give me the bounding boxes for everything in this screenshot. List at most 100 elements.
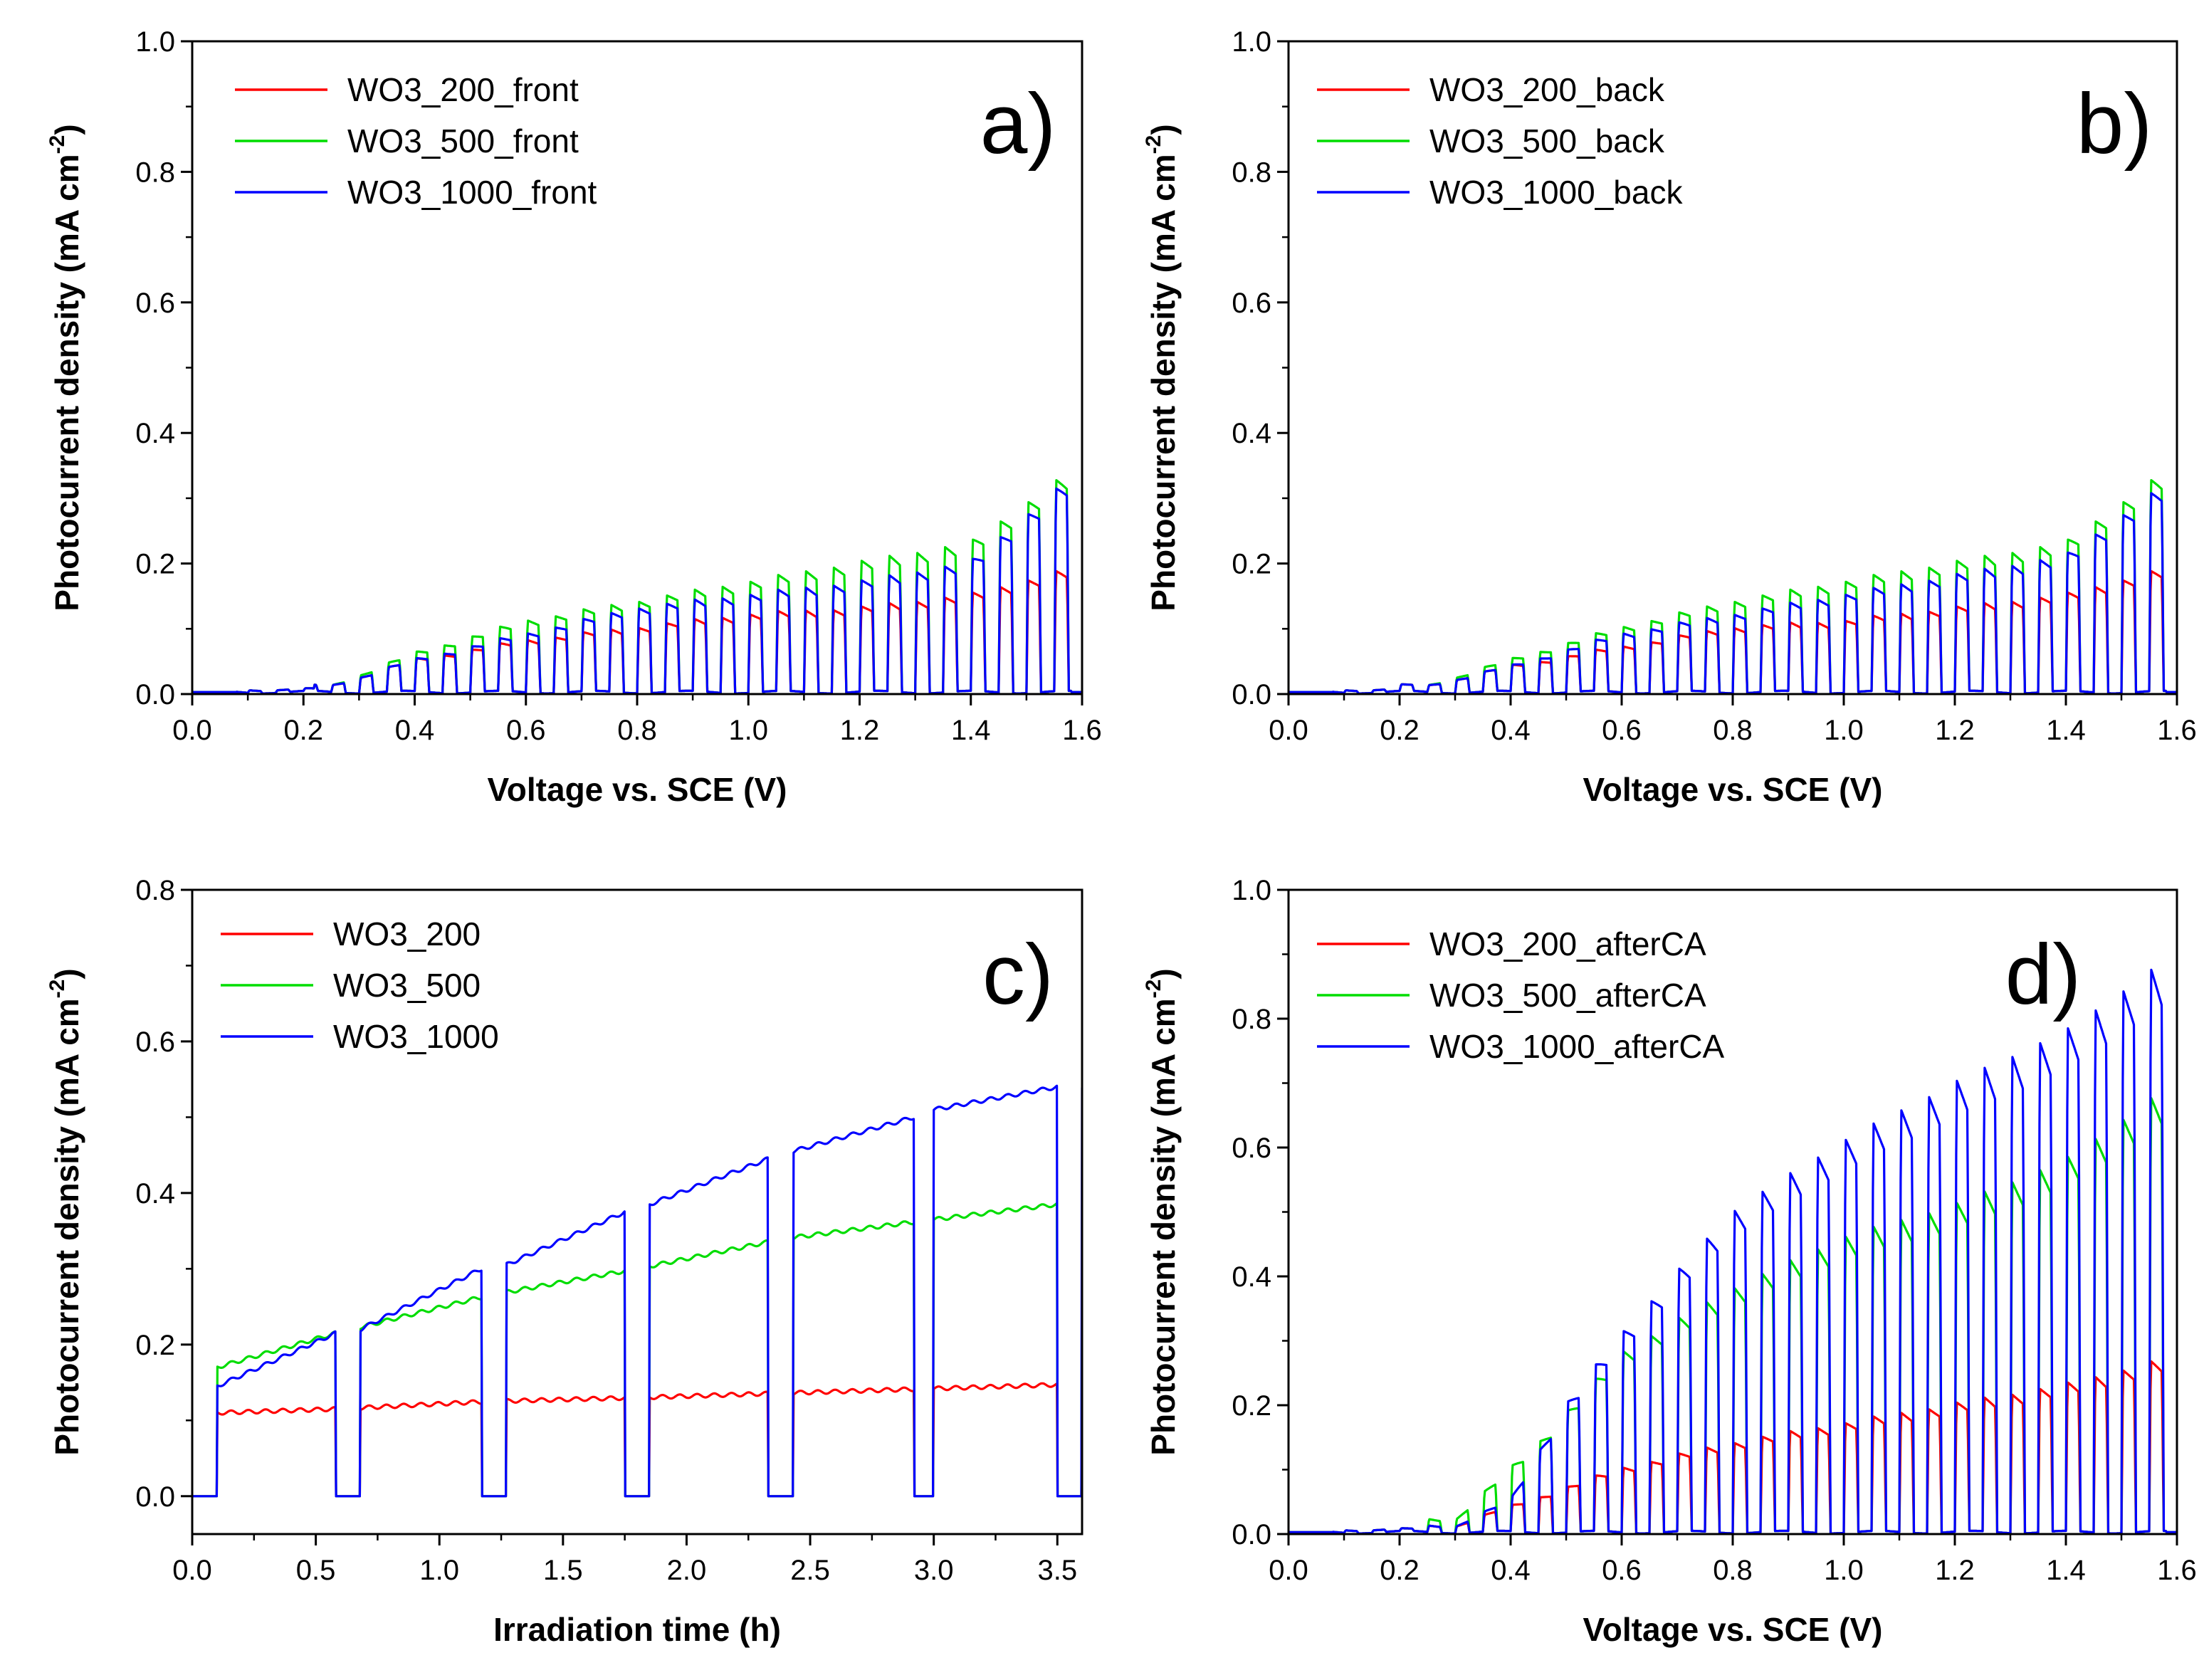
x-tick-label: 0.6 [1602, 1555, 1642, 1586]
x-tick-label: 1.0 [728, 715, 768, 746]
x-axis-label: Irradiation time (h) [493, 1611, 781, 1648]
legend: WO3_200_front WO3_500_front WO3_1000_front [235, 71, 597, 211]
legend-entry: WO3_1000_front [347, 174, 597, 211]
x-tick-label: 1.6 [2157, 715, 2197, 746]
legend-entry: WO3_200_afterCA [1429, 925, 1706, 962]
series-group [192, 1084, 1082, 1498]
x-tick-label: 2.0 [667, 1555, 707, 1586]
x-axis-label: Voltage vs. SCE (V) [488, 771, 787, 808]
x-tick-label: 1.4 [2046, 1555, 2086, 1586]
y-tick-label: 0.0 [1232, 1519, 1271, 1550]
legend-entry: WO3_1000 [333, 1018, 499, 1055]
y-tick-label: 0.0 [135, 1481, 175, 1513]
x-tick-label: 1.6 [2157, 1555, 2197, 1586]
x-tick-label: 0.4 [1491, 715, 1531, 746]
x-tick-label: 1.2 [1935, 715, 1975, 746]
x-tick-label: 1.2 [1935, 1555, 1975, 1586]
legend-entry: WO3_1000_back [1429, 174, 1683, 211]
panel-c: 0.0 0.5 1.0 1.5 2.0 2.5 3.0 3.5 0.0 0.2 0.4 0.6 0.8 I… [46, 875, 1083, 1648]
x-tick-label: 1.0 [1824, 715, 1864, 746]
x-tick-label: 0.2 [1380, 715, 1420, 746]
x-tick-label: 0.0 [172, 715, 212, 746]
panel-label: d) [2005, 927, 2082, 1022]
x-tick-label: 0.2 [283, 715, 323, 746]
legend-entry: WO3_200_front [347, 71, 579, 108]
y-tick-label: 0.6 [1232, 1133, 1271, 1164]
series-group [1289, 479, 2177, 694]
x-tick-label: 0.4 [1491, 1555, 1531, 1586]
panel-a: 0.0 0.2 0.4 0.6 0.8 1.0 1.2 1.4 1.6 0.0 0.2 0.4 0.6 0… [46, 26, 1102, 808]
series-line-WO3_1000_afterCA [1289, 968, 2177, 1534]
x-tick-label: 0.0 [172, 1555, 212, 1586]
x-tick-label: 0.6 [1602, 715, 1642, 746]
x-tick-label: 1.0 [419, 1555, 459, 1586]
x-tick-label: 2.5 [790, 1555, 830, 1586]
x-tick-label: 1.2 [840, 715, 880, 746]
legend-entry: WO3_500 [333, 967, 481, 1004]
x-tick-label: 0.8 [1713, 715, 1753, 746]
y-tick-label: 1.0 [135, 26, 175, 58]
panel-label: b) [2077, 76, 2153, 172]
legend-entry: WO3_200_back [1429, 71, 1665, 108]
x-tick-label: 1.4 [2046, 715, 2086, 746]
legend-entry: WO3_1000_afterCA [1429, 1028, 1725, 1065]
y-tick-label: 1.0 [1232, 875, 1271, 906]
x-tick-label: 0.8 [617, 715, 657, 746]
x-tick-label: 0.0 [1269, 1555, 1308, 1586]
y-tick-label: 0.6 [135, 288, 175, 319]
axes-frame [1287, 40, 2178, 695]
x-tick-label: 0.5 [296, 1555, 336, 1586]
y-tick-label: 0.8 [1232, 1004, 1271, 1035]
series-line-WO3_1000_back [1289, 492, 2177, 694]
axes-frame [191, 888, 1083, 1535]
x-axis-label: Voltage vs. SCE (V) [1583, 1611, 1883, 1648]
x-tick-label: 3.5 [1037, 1555, 1077, 1586]
legend-entry: WO3_500_front [347, 122, 579, 159]
legend: WO3_200_afterCA WO3_500_afterCA WO3_1000_a… [1317, 925, 1725, 1065]
y-tick-label: 0.6 [135, 1027, 175, 1058]
panel-b: 0.0 0.2 0.4 0.6 0.8 1.0 1.2 1.4 1.6 0.0 0.2 0.4 0.6 0… [1142, 26, 2197, 808]
legend-entry: WO3_500_afterCA [1429, 977, 1706, 1014]
y-tick-label: 0.6 [1232, 288, 1271, 319]
x-tick-label: 1.6 [1062, 715, 1102, 746]
legend: WO3_200 WO3_500 WO3_1000 [221, 915, 499, 1055]
x-tick-label: 0.4 [395, 715, 435, 746]
panel-label: c) [982, 927, 1054, 1022]
y-axis-label: Photocurrent density (mA cm-2) [46, 968, 85, 1455]
series-group [1289, 968, 2177, 1534]
y-tick-label: 0.8 [1232, 157, 1271, 188]
y-tick-label: 0.2 [135, 1330, 175, 1361]
y-tick-label: 0.4 [135, 418, 175, 449]
x-tick-label: 0.8 [1713, 1555, 1753, 1586]
panel-label: a) [980, 76, 1056, 172]
x-tick-label: 3.0 [914, 1555, 954, 1586]
y-tick-label: 0.4 [1232, 418, 1271, 449]
y-tick-label: 1.0 [1232, 26, 1271, 58]
y-tick-label: 0.4 [135, 1178, 175, 1209]
y-tick-label: 0.0 [135, 679, 175, 710]
series-group [192, 479, 1082, 694]
x-tick-label: 1.0 [1824, 1555, 1864, 1586]
legend-entry: WO3_500_back [1429, 122, 1665, 159]
x-tick-label: 0.2 [1380, 1555, 1420, 1586]
series-line-WO3_200 [192, 1382, 1082, 1498]
series-line-WO3_500 [192, 1202, 1082, 1498]
x-tick-label: 1.4 [951, 715, 991, 746]
y-axis-label: Photocurrent density (mA cm-2) [1142, 968, 1182, 1455]
x-tick-label: 0.6 [506, 715, 546, 746]
y-axis-label: Photocurrent density (mA cm-2) [46, 124, 85, 611]
axes-frame [191, 40, 1083, 695]
series-line-WO3_1000_front [192, 487, 1082, 694]
x-tick-label: 1.5 [543, 1555, 583, 1586]
y-tick-label: 0.2 [1232, 549, 1271, 580]
y-tick-label: 0.8 [135, 875, 175, 906]
y-tick-label: 0.4 [1232, 1261, 1271, 1293]
x-tick-label: 0.0 [1269, 715, 1308, 746]
y-tick-label: 0.8 [135, 157, 175, 188]
x-axis-label: Voltage vs. SCE (V) [1583, 771, 1883, 808]
legend: WO3_200_back WO3_500_back WO3_1000_back [1317, 71, 1683, 211]
y-axis-label: Photocurrent density (mA cm-2) [1142, 124, 1182, 611]
y-tick-label: 0.2 [135, 549, 175, 580]
y-tick-label: 0.0 [1232, 679, 1271, 710]
